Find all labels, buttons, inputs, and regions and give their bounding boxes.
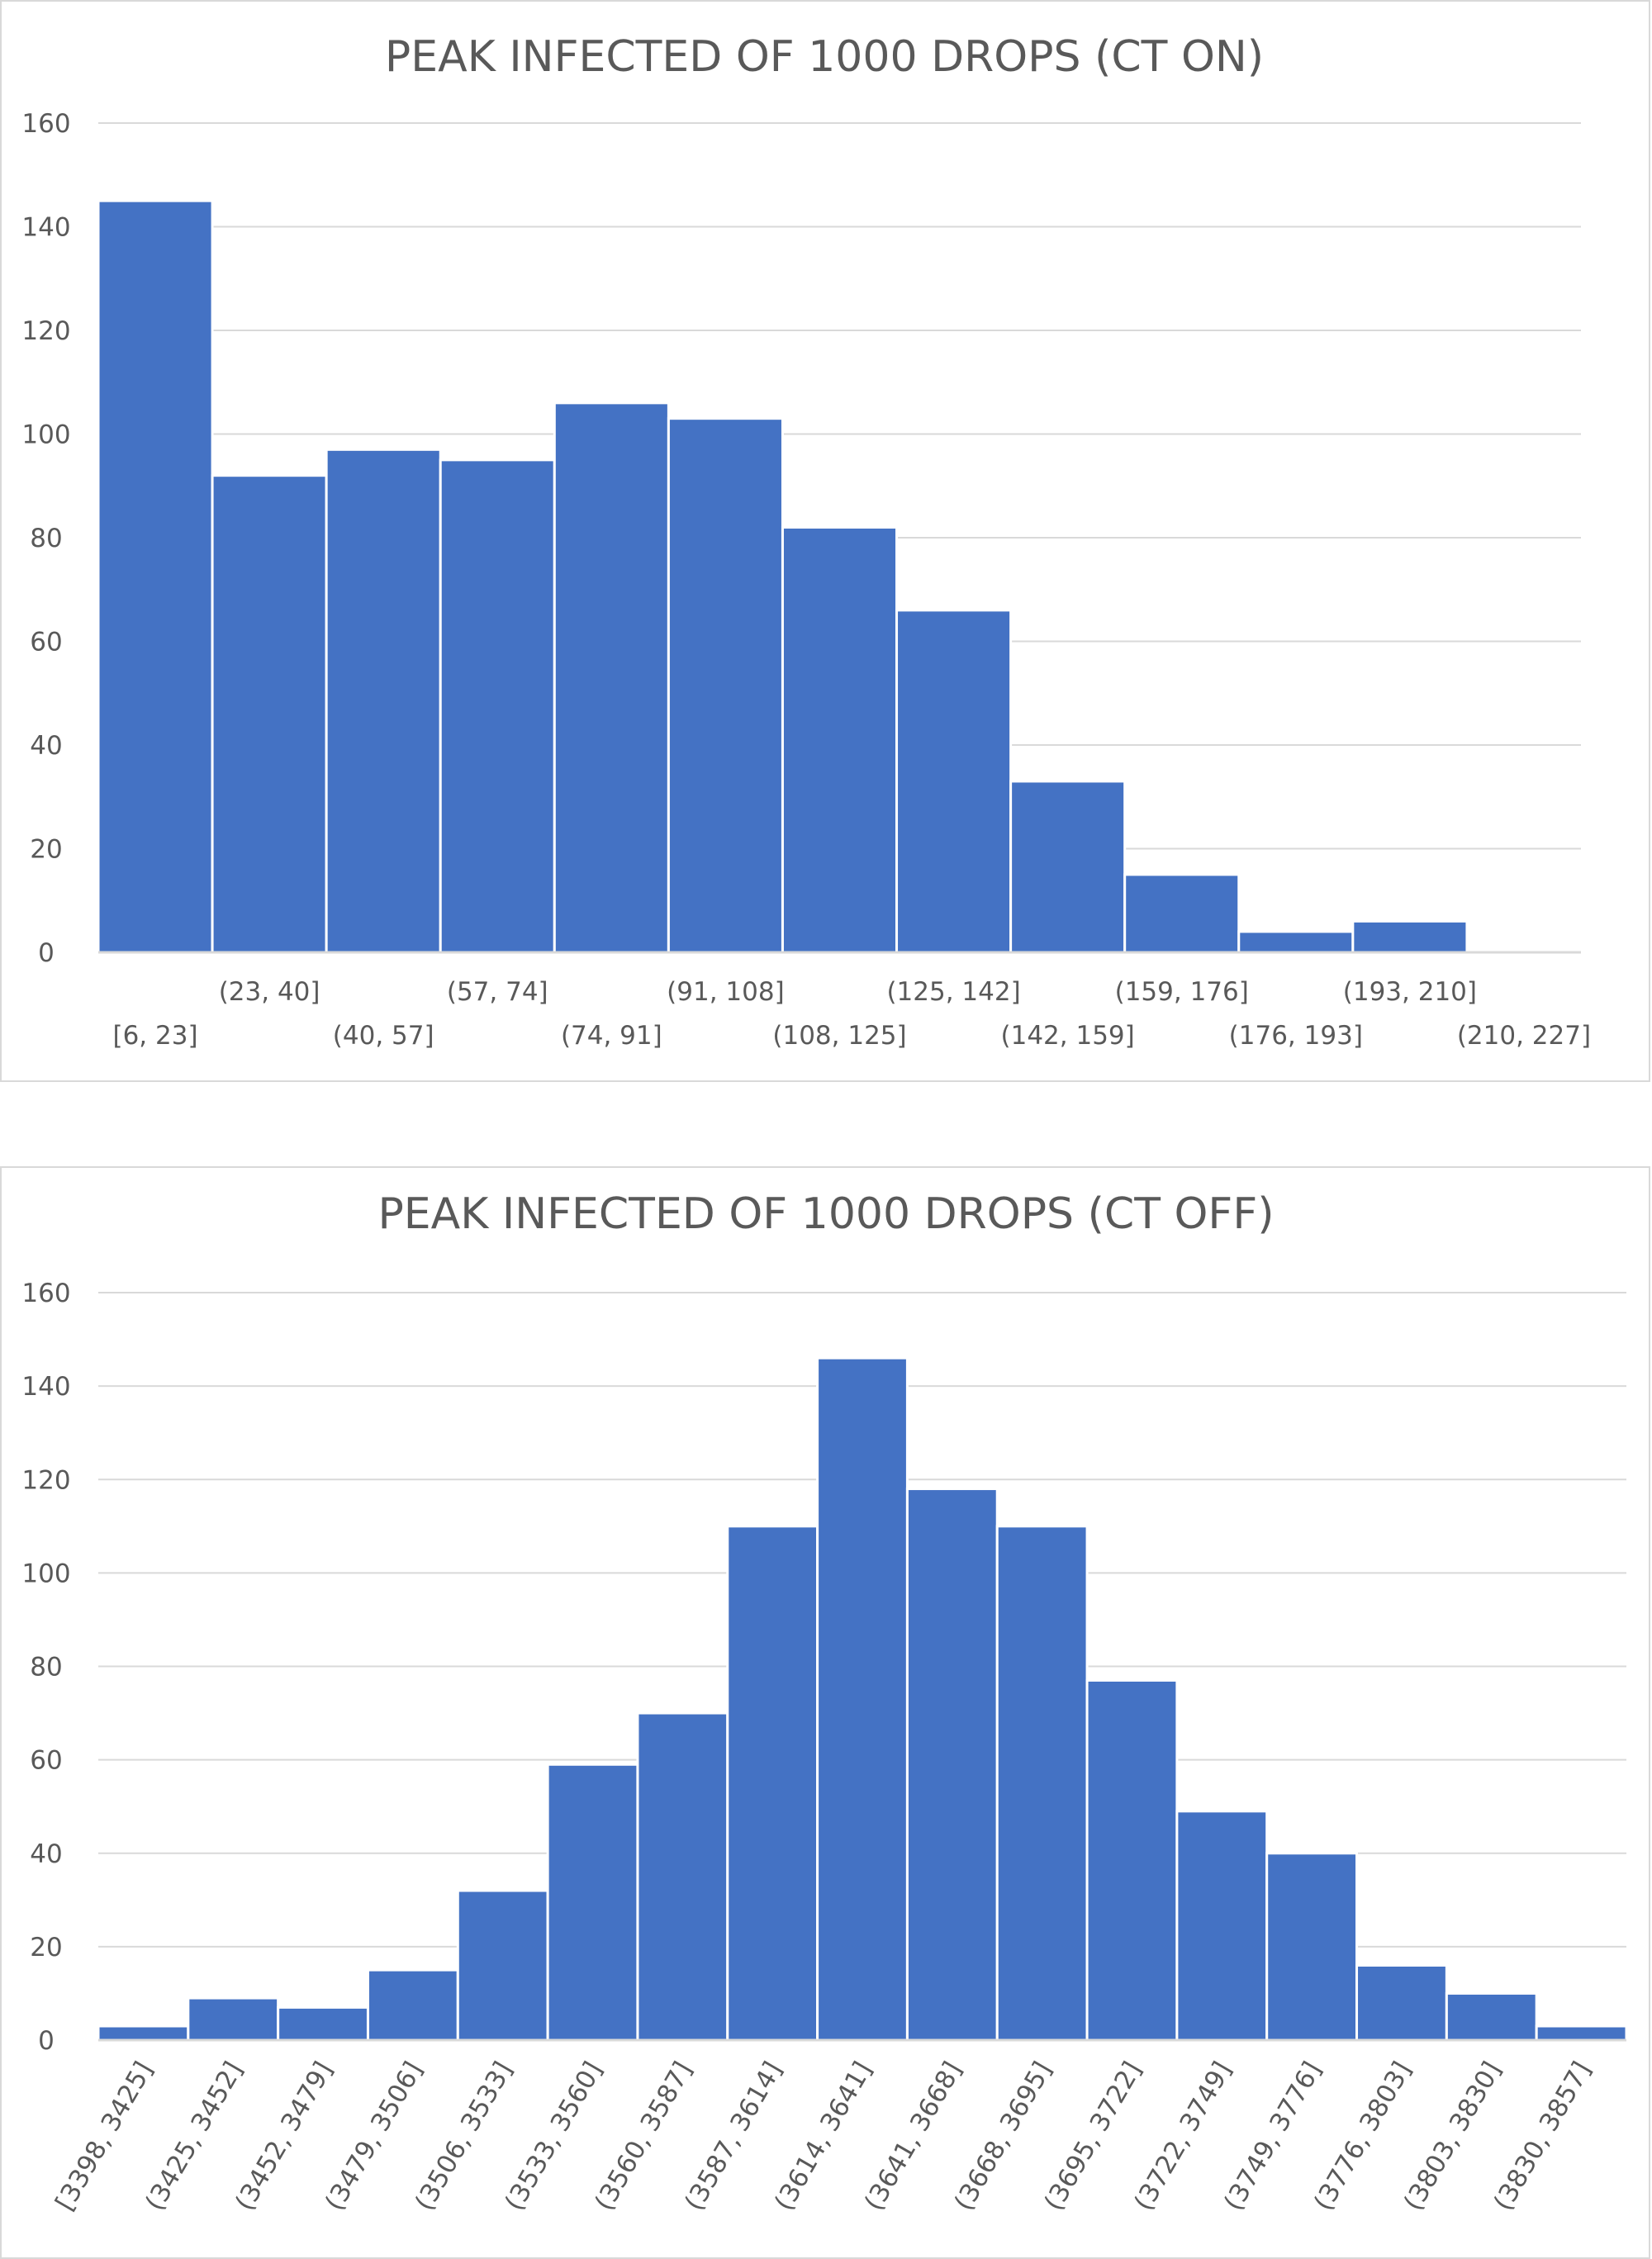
y-tick-label: 0 (38, 2026, 55, 2056)
x-tick-label: (108, 125] (772, 1021, 906, 1051)
x-tick-label: (3452, 3479] (230, 2057, 339, 2216)
x-tick-label: (3425, 3452] (140, 2057, 249, 2216)
x-tick-label: (3695, 3722] (1038, 2057, 1147, 2216)
histogram-bar (895, 609, 1013, 954)
y-tick-label: 20 (30, 835, 62, 865)
y-tick-label: 100 (21, 1559, 70, 1588)
histogram-bar (1265, 1852, 1359, 2042)
x-tick-label: (23, 40] (219, 977, 320, 1007)
x-tick-label: (3641, 3668] (859, 2057, 968, 2216)
y-tick-label: 80 (30, 524, 62, 553)
histogram-bar (1445, 1991, 1538, 2042)
chart-panel-ct-on: PEAK INFECTED OF 1000 DROPS (CT ON) 0 20 40… (0, 0, 1650, 1082)
x-tick-label: (159, 176] (1115, 977, 1249, 1007)
histogram-ct-on: PEAK INFECTED OF 1000 DROPS (CT ON) 0 20 40… (21, 32, 1591, 1051)
histogram-bar (366, 1968, 459, 2042)
histogram-bar (97, 2024, 190, 2042)
y-tick-label: 160 (21, 109, 70, 139)
histogram-bar (211, 474, 328, 954)
histogram-bar (325, 448, 442, 954)
x-tick-label: (125, 142] (886, 977, 1020, 1007)
histogram-bar (905, 1488, 999, 2042)
chart-panel-ct-off: PEAK INFECTED OF 1000 DROPS (CT OFF) 0 20 4… (0, 1166, 1650, 2259)
x-tick-label: (3722, 3749] (1128, 2057, 1237, 2216)
x-tick-label: (40, 57] (333, 1021, 434, 1051)
histogram-bar (1175, 1810, 1269, 2042)
histogram-bar (667, 417, 784, 954)
histogram-bar (995, 1525, 1089, 2042)
x-tick-label: (3803, 3830] (1398, 2057, 1507, 2216)
y-tick-label: 0 (38, 938, 55, 968)
histogram-bar (1535, 2024, 1628, 2042)
y-tick-label: 140 (21, 213, 70, 243)
x-tick-label: (3830, 3857] (1488, 2057, 1597, 2216)
x-tick-label: (3533, 3560] (499, 2057, 608, 2216)
histogram-bar (1123, 873, 1241, 954)
histogram-bar (1085, 1678, 1179, 2042)
histogram-bar (816, 1356, 909, 2042)
histogram-bar (781, 525, 899, 954)
y-tick-label: 60 (30, 1746, 62, 1776)
x-tick-label: (193, 210] (1343, 977, 1477, 1007)
x-tick-label: (57, 74] (447, 977, 548, 1007)
y-tick-label: 140 (21, 1372, 70, 1402)
y-tick-label: 40 (30, 731, 62, 761)
y-tick-label: 40 (30, 1839, 62, 1869)
x-tick-label: (3587, 3614] (679, 2057, 788, 2216)
histogram-bar (546, 1763, 639, 2042)
x-tick-label: (176, 193] (1229, 1021, 1363, 1051)
x-tick-label: (3560, 3587] (589, 2057, 698, 2216)
chart-title: PEAK INFECTED OF 1000 DROPS (CT ON) (385, 32, 1264, 82)
x-tick-label: (3506, 3533] (410, 2057, 519, 2216)
x-tick-label: (3749, 3776] (1218, 2057, 1327, 2216)
chart-title: PEAK INFECTED OF 1000 DROPS (CT OFF) (377, 1189, 1274, 1239)
y-tick-label: 120 (21, 316, 70, 346)
histogram-ct-off: PEAK INFECTED OF 1000 DROPS (CT OFF) 0 20 4… (21, 1189, 1628, 2216)
x-tick-label: (74, 91] (561, 1021, 662, 1051)
histogram-bar (636, 1711, 729, 2042)
histogram-bar (456, 1889, 549, 2042)
histogram-bar (1355, 1964, 1448, 2042)
histogram-bar (1237, 930, 1355, 954)
y-tick-label: 80 (30, 1653, 62, 1682)
x-tick-label: (210, 227] (1457, 1021, 1591, 1051)
x-tick-label: (3668, 3695] (949, 2057, 1058, 2216)
y-tick-label: 160 (21, 1279, 70, 1308)
x-tick-label: (3614, 3641] (769, 2057, 878, 2216)
y-tick-label: 20 (30, 1933, 62, 1962)
histogram-bar (187, 1996, 280, 2042)
histogram-bar (1351, 919, 1469, 954)
y-tick-label: 60 (30, 628, 62, 657)
histogram-bar (1009, 780, 1127, 954)
x-tick-label: [6, 23] (112, 1021, 197, 1051)
y-tick-label: 120 (21, 1465, 70, 1495)
histogram-bar (97, 199, 214, 954)
histogram-bar (553, 401, 670, 954)
histogram-bar (277, 2005, 369, 2042)
histogram-bar (439, 458, 556, 954)
x-tick-label: [3398, 3425] (50, 2057, 159, 2216)
x-tick-label: (142, 159] (1001, 1021, 1135, 1051)
x-tick-label: (3776, 3803] (1308, 2057, 1417, 2216)
x-tick-label: (3479, 3506] (320, 2057, 429, 2216)
x-tick-label: (91, 108] (667, 977, 785, 1007)
y-tick-label: 100 (21, 420, 70, 450)
histogram-bar (726, 1525, 819, 2042)
